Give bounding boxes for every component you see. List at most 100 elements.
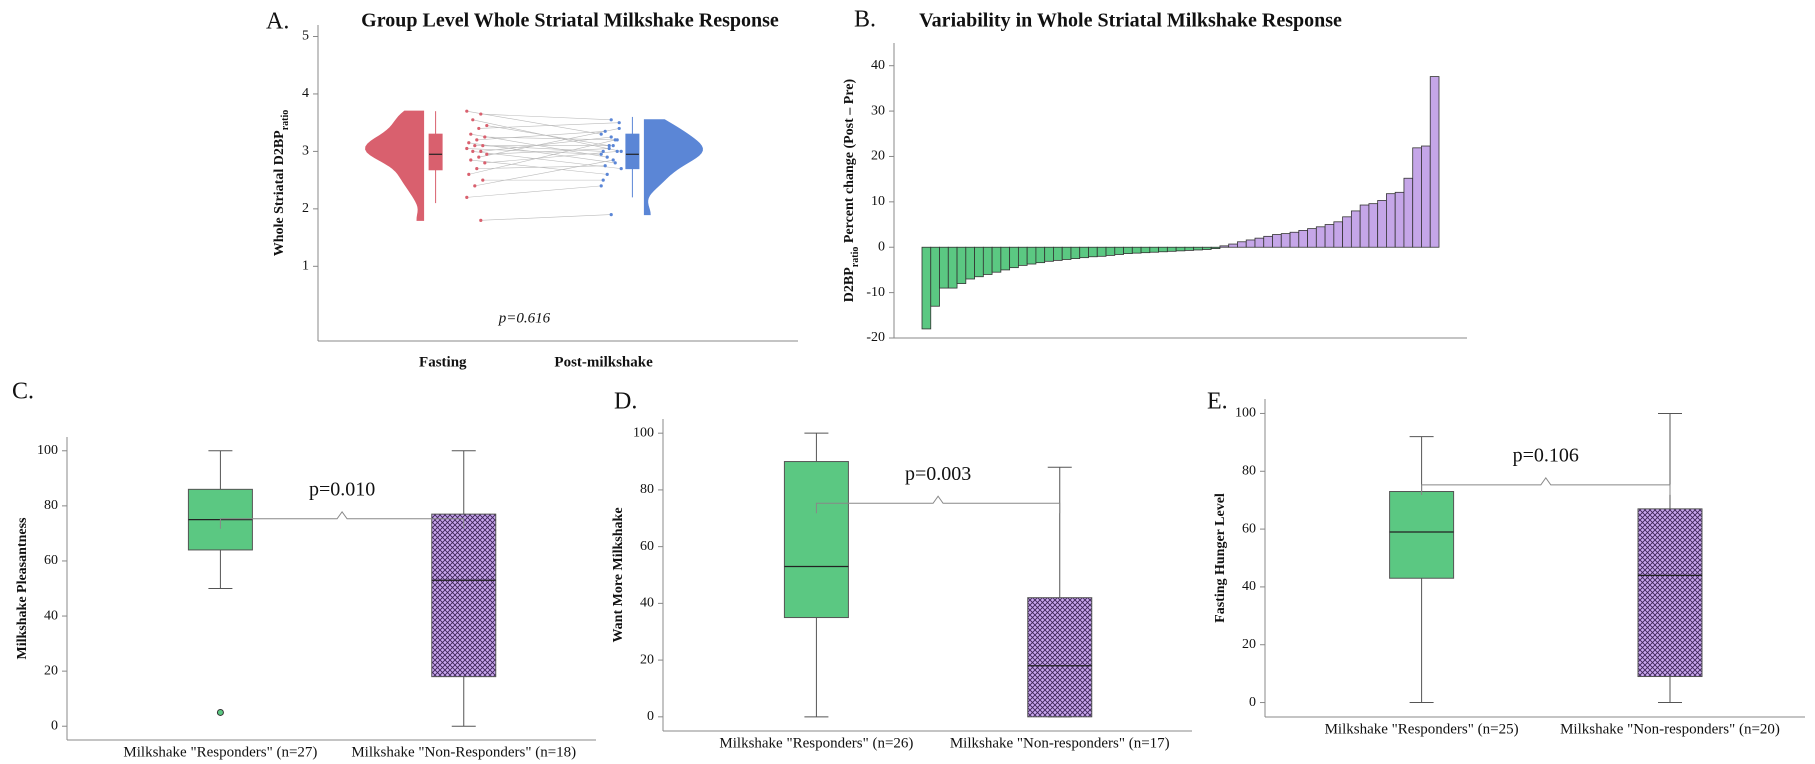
bar bbox=[1158, 246, 1168, 253]
y-tick-label: 100 bbox=[633, 425, 654, 440]
point bbox=[481, 144, 485, 148]
point bbox=[473, 184, 477, 188]
bar bbox=[1070, 246, 1081, 259]
point bbox=[617, 126, 621, 131]
bar bbox=[1280, 233, 1291, 248]
panel-label: E. bbox=[1207, 389, 1228, 415]
point bbox=[475, 167, 479, 171]
bar bbox=[1237, 241, 1247, 248]
bar bbox=[1421, 145, 1431, 248]
point bbox=[611, 144, 615, 148]
bar bbox=[1412, 147, 1422, 248]
bar bbox=[1088, 246, 1098, 258]
significance-bracket bbox=[1421, 476, 1671, 495]
box bbox=[431, 513, 497, 678]
y-axis-label-text: Whole Striatal D2BP bbox=[272, 130, 287, 256]
bar bbox=[1342, 216, 1352, 248]
box bbox=[625, 133, 640, 170]
bar bbox=[1350, 210, 1361, 248]
box bbox=[428, 133, 443, 171]
bar bbox=[991, 246, 1002, 273]
point bbox=[599, 184, 603, 188]
bar bbox=[1166, 246, 1177, 252]
pair-line bbox=[474, 159, 614, 187]
point bbox=[479, 112, 483, 116]
y-tick-label: 40 bbox=[871, 58, 885, 73]
pair-line bbox=[480, 113, 612, 121]
point bbox=[611, 158, 615, 162]
y-tick-label: 20 bbox=[640, 652, 654, 667]
bar bbox=[1009, 246, 1019, 269]
y-axis-label-suffix: Percent change (Post – Pre) bbox=[842, 78, 857, 246]
point bbox=[473, 144, 477, 148]
y-tick-label: 4 bbox=[302, 86, 309, 101]
point bbox=[471, 118, 475, 122]
y-tick-label: 40 bbox=[640, 596, 654, 611]
point bbox=[617, 121, 621, 125]
bar bbox=[1079, 246, 1089, 259]
x-tick-label: Milkshake "Responders" (n=27) bbox=[123, 744, 317, 760]
bar bbox=[1053, 246, 1063, 261]
point bbox=[485, 152, 489, 156]
point bbox=[605, 155, 609, 159]
point bbox=[465, 195, 469, 199]
y-axis-label: Want More Milkshake bbox=[611, 507, 626, 642]
point bbox=[483, 161, 487, 165]
point bbox=[599, 152, 603, 156]
bar bbox=[1298, 230, 1308, 248]
bar bbox=[1000, 246, 1011, 271]
bar bbox=[1429, 76, 1440, 248]
y-tick-label: 20 bbox=[871, 149, 885, 164]
box bbox=[1389, 491, 1455, 579]
y-tick-label: 0 bbox=[878, 239, 885, 254]
pair-line bbox=[486, 148, 610, 155]
annotation: p=0.106 bbox=[1513, 444, 1579, 466]
panel-label: D. bbox=[614, 389, 637, 415]
pair-line bbox=[484, 151, 618, 164]
bar bbox=[1184, 246, 1195, 251]
y-tick-label: 10 bbox=[871, 194, 885, 209]
bar bbox=[1245, 239, 1256, 248]
bar bbox=[1140, 246, 1151, 254]
chart-title: Variability in Whole Striatal Milkshake … bbox=[919, 10, 1342, 32]
y-axis-label: D2BPratio Percent change (Post – Pre) bbox=[842, 78, 861, 302]
bar bbox=[1289, 231, 1300, 248]
pair-line bbox=[482, 145, 604, 152]
point bbox=[479, 218, 483, 222]
panel-label: A. bbox=[266, 9, 289, 35]
y-tick-label: 1 bbox=[302, 259, 309, 274]
pair-line bbox=[468, 139, 616, 175]
point bbox=[469, 132, 473, 136]
point bbox=[605, 172, 609, 176]
y-axis-label-subscript: ratio bbox=[280, 110, 291, 131]
bar bbox=[1254, 237, 1265, 248]
pair-line bbox=[476, 165, 606, 169]
bar bbox=[1315, 226, 1326, 248]
point bbox=[613, 161, 617, 165]
point bbox=[607, 144, 611, 148]
x-tick-label: Milkshake "Non-responders" (n=17) bbox=[950, 735, 1170, 751]
y-axis-label: Whole Striatal D2BPratio bbox=[272, 110, 291, 257]
y-axis-label-text: D2BP bbox=[842, 267, 857, 302]
point bbox=[465, 109, 469, 113]
bar bbox=[1193, 246, 1203, 251]
y-tick-label: -20 bbox=[866, 330, 885, 345]
bar bbox=[1219, 245, 1230, 248]
bar bbox=[1386, 193, 1396, 248]
y-tick-label: 40 bbox=[1242, 579, 1256, 594]
bar bbox=[1035, 246, 1046, 264]
significance-bracket bbox=[815, 495, 1061, 514]
y-tick-label: 40 bbox=[44, 608, 58, 623]
annotation: p=0.616 bbox=[498, 310, 551, 326]
point bbox=[619, 149, 623, 153]
bar bbox=[1149, 246, 1159, 253]
bar bbox=[956, 246, 967, 284]
point bbox=[619, 167, 623, 171]
pair-line bbox=[476, 130, 606, 141]
panel-label: B. bbox=[854, 7, 876, 33]
point bbox=[465, 146, 469, 151]
y-tick-label: 60 bbox=[44, 553, 58, 568]
chart-title: Group Level Whole Striatal Milkshake Res… bbox=[361, 10, 779, 32]
point bbox=[481, 178, 485, 182]
